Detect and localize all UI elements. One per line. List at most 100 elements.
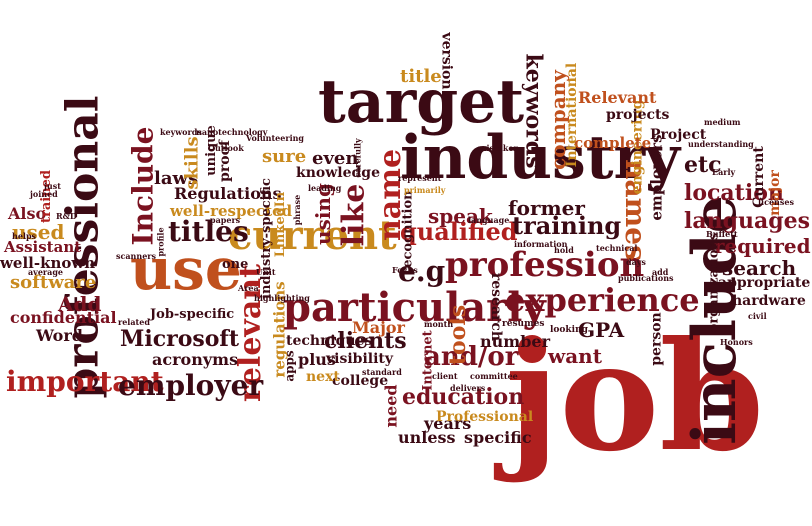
word: title [400, 66, 442, 87]
word: years [424, 414, 472, 433]
word: hold [554, 245, 574, 255]
word: plus [298, 350, 336, 369]
word: International [564, 62, 581, 168]
word: etc [684, 152, 722, 178]
word: Microsoft [120, 326, 240, 352]
word: Focus [392, 265, 418, 275]
word: hardware [732, 293, 806, 309]
word: apps [282, 350, 297, 382]
word: confidential [10, 308, 117, 327]
word: Early [712, 167, 736, 177]
word: tools [445, 304, 472, 366]
word: GPA [578, 318, 625, 342]
word: licenses [758, 197, 794, 207]
word: training [512, 211, 622, 240]
word: looking [550, 325, 588, 335]
word: represent [398, 173, 442, 183]
word: helps [12, 231, 37, 241]
word: complete [574, 134, 652, 152]
word: Add [58, 292, 102, 316]
word: target [318, 67, 525, 137]
word: information [514, 239, 568, 249]
word: titles [168, 215, 249, 248]
word: language [468, 215, 510, 225]
word: nanotechnology [196, 127, 268, 137]
word: research [488, 272, 505, 342]
word: mistaken [478, 143, 520, 153]
word: papers [210, 215, 241, 225]
word: sure [262, 146, 307, 167]
word: knowledge [296, 165, 380, 181]
word: delivers [450, 383, 486, 393]
word: former [508, 196, 585, 220]
word: even [312, 148, 359, 169]
word: Regulations [174, 184, 282, 203]
word: joined [30, 189, 58, 199]
word: speak [428, 204, 493, 228]
word: highlighting [254, 293, 310, 303]
word: standard [362, 367, 402, 377]
word: scanners [116, 251, 156, 261]
word: average [28, 267, 64, 277]
word: Relevant [578, 88, 657, 107]
word: unless [398, 428, 456, 447]
word: laws [154, 168, 199, 189]
word: skills [181, 136, 203, 190]
word: job [505, 309, 765, 485]
word: employer [118, 369, 264, 402]
word: Internet [420, 330, 436, 391]
word: like [336, 183, 372, 247]
word: understanding [688, 139, 754, 149]
word: want [548, 344, 602, 368]
word: Assistant [4, 238, 82, 256]
word: publications [618, 273, 674, 283]
word: related [118, 317, 150, 327]
word: clients [324, 328, 407, 354]
word: civil [748, 311, 767, 321]
word: organizations [706, 232, 722, 333]
word: specific [464, 428, 532, 447]
word: client [432, 371, 458, 381]
word: techniques [286, 333, 373, 349]
word: Project [650, 127, 707, 143]
word: Unit [256, 267, 276, 277]
word: appropriate [718, 275, 811, 291]
word: employers [647, 134, 666, 221]
word: keywords [520, 53, 547, 169]
word: Professional [436, 409, 534, 425]
word: profession [445, 245, 645, 285]
word: experience [505, 281, 700, 319]
word: Job-specific [150, 307, 235, 322]
word: acronyms [152, 350, 239, 369]
word: Area [238, 283, 259, 293]
word: Major [352, 318, 405, 337]
word: medium [704, 117, 741, 127]
word: version [438, 32, 455, 90]
word: days [626, 257, 646, 267]
word: recognition [400, 190, 416, 275]
word: industry [400, 123, 680, 193]
word: next [306, 369, 340, 385]
word: well-known [0, 254, 96, 272]
word: Buffett [706, 229, 738, 239]
word: current [228, 212, 397, 259]
word: technical [596, 243, 638, 253]
word: R&D [56, 211, 77, 221]
word: use [130, 235, 242, 303]
word: languages [684, 208, 811, 234]
word: Also [8, 204, 47, 223]
word: profile [155, 227, 166, 257]
word: well-respected [170, 202, 293, 220]
word: software [10, 272, 97, 293]
word: college [332, 373, 389, 389]
word: visibility [326, 351, 393, 367]
word: need [381, 384, 401, 428]
word: used [12, 220, 65, 244]
word: location [684, 180, 784, 206]
word: required [714, 234, 811, 258]
word: number [480, 332, 550, 351]
word: qualified [400, 217, 518, 246]
word: resumes [502, 319, 545, 329]
word: Outlook [208, 143, 244, 153]
word: search [722, 256, 797, 280]
